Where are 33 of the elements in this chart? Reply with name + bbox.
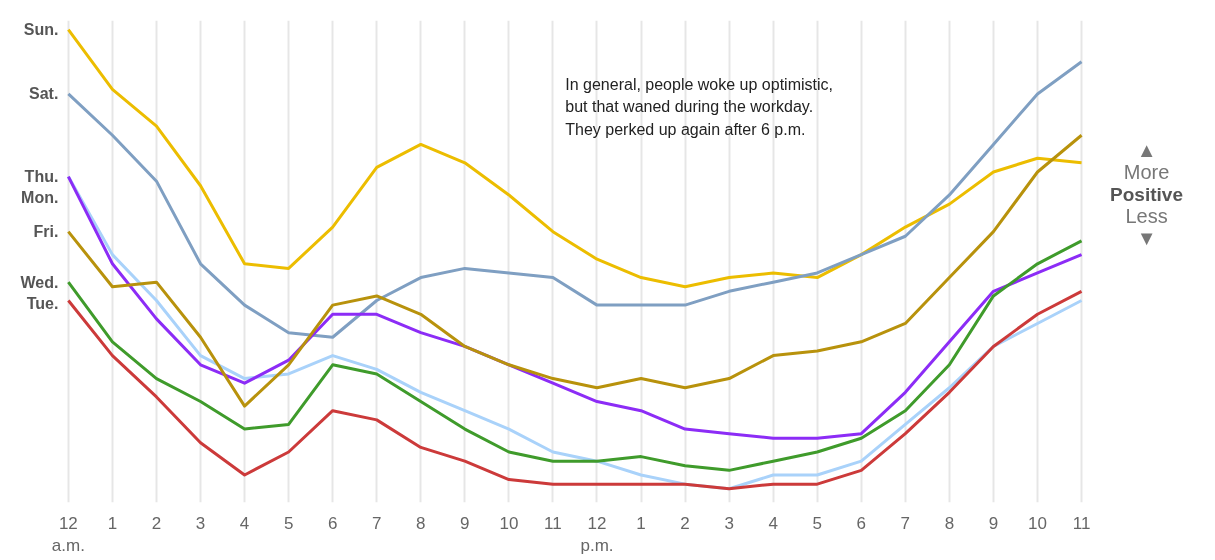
x-tick-label: 1 (636, 513, 646, 533)
x-tick-label: 4 (768, 513, 778, 533)
x-tick-label: 9 (460, 513, 470, 533)
x-tick-label: 10 (1028, 513, 1047, 533)
x-tick-label: 5 (812, 513, 822, 533)
x-tick-label: 7 (900, 513, 911, 533)
series-label: Tue. (26, 294, 59, 312)
series-label: Wed. (20, 273, 59, 291)
annotation: In general, people woke up optimistic, but that waned during the workday. They perked up again after 6 p.m. (565, 75, 833, 139)
series-label: Thu. (24, 168, 59, 186)
y-axis-title: ▲ More Positive Less ▼ (1110, 139, 1183, 250)
x-tick-label: 10 (499, 513, 519, 533)
x-tick-label: 12 p.m. (580, 513, 614, 556)
x-tick-label: 5 (283, 513, 294, 533)
series-label: Mon. (21, 189, 59, 207)
series-label: Fri. (33, 223, 59, 241)
x-tick-label: 6 (856, 513, 867, 533)
x-tick-label: 3 (195, 513, 206, 533)
x-tick-label: 1 (107, 513, 118, 533)
x-tick-label: 12 a.m. (51, 513, 85, 556)
x-tick-label: 6 (327, 513, 338, 533)
x-tick-label: 2 (680, 513, 690, 533)
x-tick-label: 3 (724, 513, 734, 533)
x-tick-label: 4 (239, 513, 250, 533)
x-tick-label: 9 (988, 513, 999, 533)
x-tick-label: 8 (416, 513, 426, 533)
x-tick-label: 7 (372, 513, 382, 533)
x-tick-label: 11 (1072, 513, 1091, 533)
x-tick-label: 8 (944, 513, 955, 533)
series-label: Sun. (23, 21, 59, 39)
series-label: Sat. (29, 85, 59, 103)
x-tick-label: 2 (151, 513, 162, 533)
x-tick-label: 11 (544, 513, 562, 533)
